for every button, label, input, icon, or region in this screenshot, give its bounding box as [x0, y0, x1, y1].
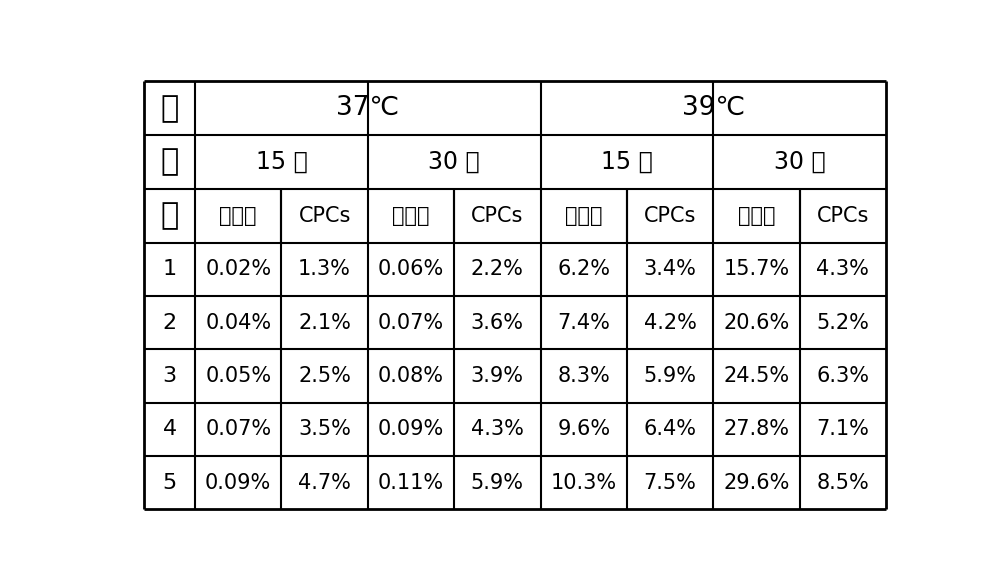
Text: 6.2%: 6.2% — [557, 260, 610, 280]
Text: 2.2%: 2.2% — [471, 260, 524, 280]
Text: 本发明: 本发明 — [565, 206, 602, 226]
Text: CPCs: CPCs — [817, 206, 869, 226]
Text: 4.7%: 4.7% — [298, 473, 351, 493]
Text: 0.04%: 0.04% — [205, 313, 271, 333]
Text: 7.5%: 7.5% — [644, 473, 697, 493]
Text: 4.3%: 4.3% — [816, 260, 869, 280]
Text: 37℃: 37℃ — [336, 95, 399, 121]
Text: 9.6%: 9.6% — [557, 419, 610, 439]
Text: 39℃: 39℃ — [682, 95, 745, 121]
Text: 0.05%: 0.05% — [205, 366, 271, 386]
Text: 本发明: 本发明 — [219, 206, 257, 226]
Text: CPCs: CPCs — [644, 206, 696, 226]
Text: 5.9%: 5.9% — [644, 366, 697, 386]
Text: 7.4%: 7.4% — [557, 313, 610, 333]
Text: CPCs: CPCs — [471, 206, 524, 226]
Text: 0.07%: 0.07% — [378, 313, 444, 333]
Text: 15.7%: 15.7% — [723, 260, 790, 280]
Text: 7.1%: 7.1% — [816, 419, 869, 439]
Text: 3.9%: 3.9% — [471, 366, 524, 386]
Text: 0.09%: 0.09% — [378, 419, 444, 439]
Text: 2: 2 — [163, 313, 177, 333]
Text: 0.07%: 0.07% — [205, 419, 271, 439]
Text: 0.02%: 0.02% — [205, 260, 271, 280]
Text: 0.09%: 0.09% — [205, 473, 271, 493]
Text: 3.4%: 3.4% — [644, 260, 697, 280]
Text: 本发明: 本发明 — [738, 206, 775, 226]
Text: 4: 4 — [163, 419, 177, 439]
Text: 0.11%: 0.11% — [378, 473, 444, 493]
Text: 15 天: 15 天 — [256, 150, 307, 174]
Text: 0.08%: 0.08% — [378, 366, 444, 386]
Text: 5.9%: 5.9% — [471, 473, 524, 493]
Text: 0.06%: 0.06% — [378, 260, 444, 280]
Text: 实: 实 — [161, 94, 179, 123]
Text: 4.3%: 4.3% — [471, 419, 524, 439]
Text: 2.1%: 2.1% — [298, 313, 351, 333]
Text: 1.3%: 1.3% — [298, 260, 351, 280]
Text: 15 天: 15 天 — [601, 150, 653, 174]
Text: 30 天: 30 天 — [774, 150, 825, 174]
Text: 3.5%: 3.5% — [298, 419, 351, 439]
Text: 例: 例 — [161, 201, 179, 230]
Text: 30 天: 30 天 — [428, 150, 480, 174]
Text: 27.8%: 27.8% — [723, 419, 789, 439]
Text: 2.5%: 2.5% — [298, 366, 351, 386]
Text: 3.6%: 3.6% — [471, 313, 524, 333]
Text: 1: 1 — [163, 260, 177, 280]
Text: 5.2%: 5.2% — [816, 313, 869, 333]
Text: 6.4%: 6.4% — [644, 419, 697, 439]
Text: 施: 施 — [161, 147, 179, 177]
Text: 10.3%: 10.3% — [551, 473, 617, 493]
Text: 29.6%: 29.6% — [723, 473, 790, 493]
Text: 本发明: 本发明 — [392, 206, 430, 226]
Text: 24.5%: 24.5% — [723, 366, 790, 386]
Text: 8.3%: 8.3% — [557, 366, 610, 386]
Text: 4.2%: 4.2% — [644, 313, 697, 333]
Text: 5: 5 — [163, 473, 177, 493]
Text: 6.3%: 6.3% — [816, 366, 869, 386]
Text: CPCs: CPCs — [298, 206, 351, 226]
Text: 8.5%: 8.5% — [816, 473, 869, 493]
Text: 20.6%: 20.6% — [723, 313, 790, 333]
Text: 3: 3 — [163, 366, 177, 386]
